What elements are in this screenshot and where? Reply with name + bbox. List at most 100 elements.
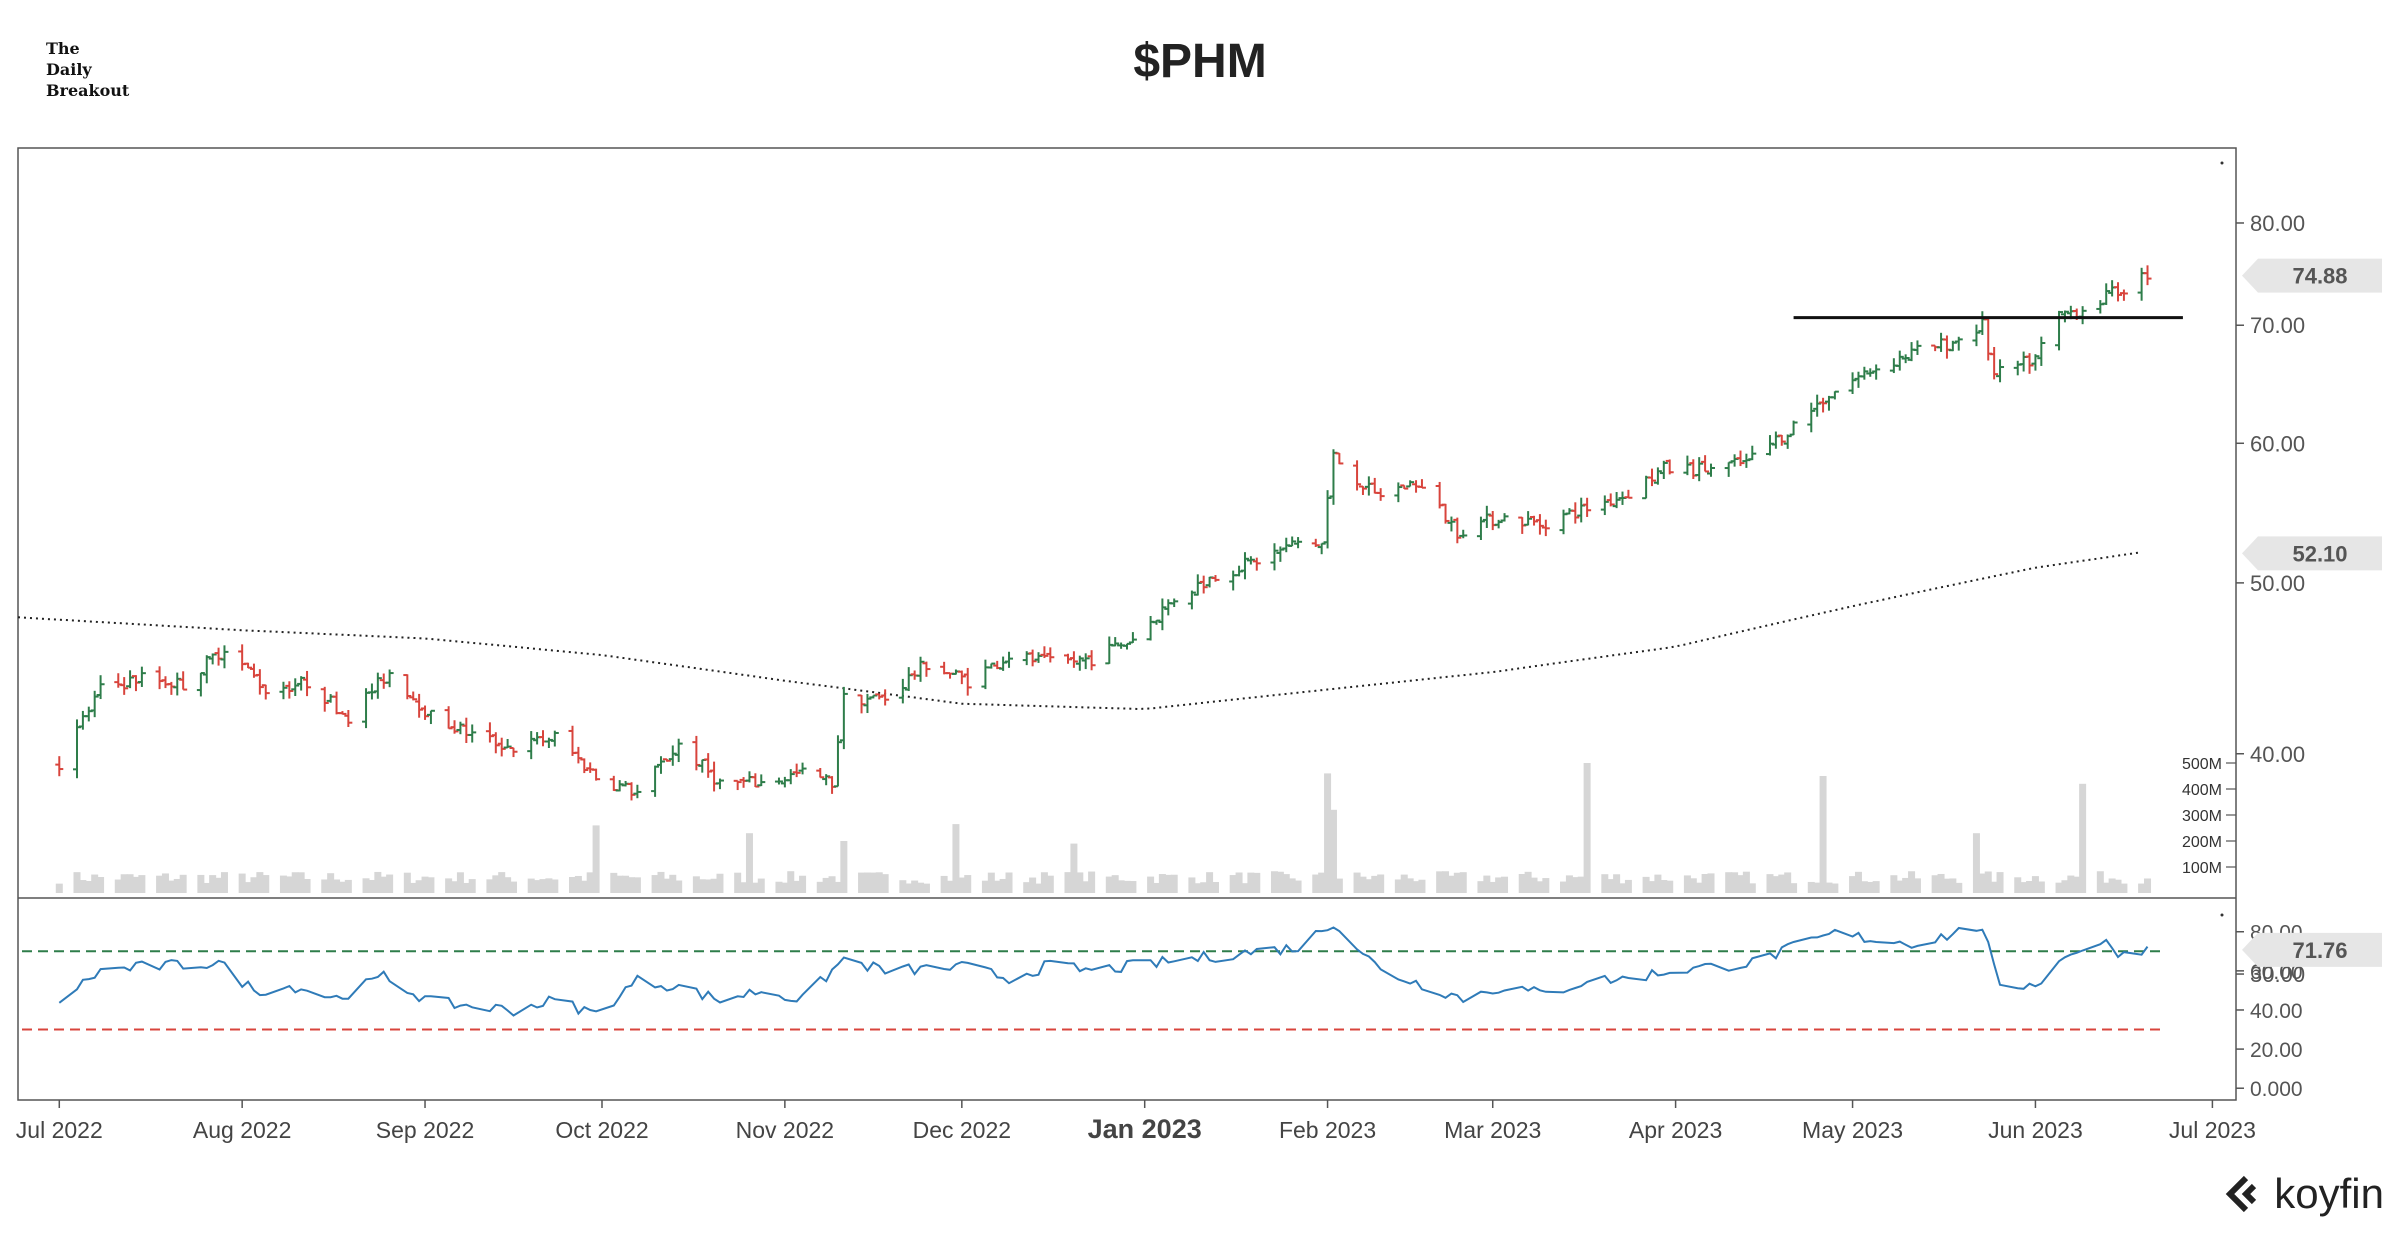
y-tick-label: 80.00 [2250, 211, 2305, 236]
volume-bar [1359, 876, 1367, 893]
price-candle [167, 681, 176, 695]
price-candle [509, 746, 518, 758]
volume-bar [1913, 878, 1921, 893]
price-candle [1695, 457, 1704, 482]
volume-bar [1943, 878, 1951, 893]
volume-bar [1489, 881, 1497, 893]
price-candle [1942, 335, 1951, 359]
volume-bar [1707, 873, 1715, 893]
price-candle [1571, 502, 1580, 524]
volume-bar [1035, 883, 1043, 893]
price-candle [1459, 529, 1468, 539]
volume-bar [1005, 872, 1013, 893]
price-candle [1813, 394, 1822, 417]
volume-bar [285, 876, 293, 893]
volume-bar [2144, 878, 2152, 893]
volume-bar [203, 882, 211, 893]
volume-bar [55, 883, 63, 893]
volume-bar [368, 879, 376, 893]
price-candle [261, 684, 270, 700]
price-candle [774, 777, 783, 785]
moving-average-badge-shape [2242, 536, 2382, 571]
moving-average-badge-text: 52.10 [2292, 541, 2347, 566]
price-candle [1866, 368, 1875, 377]
price-candle [2078, 306, 2087, 325]
volume-bar [91, 874, 99, 893]
volume-bar [775, 881, 783, 893]
volume-bar [2037, 881, 2045, 893]
price-candle [1742, 453, 1751, 468]
volume-bar [2020, 882, 2028, 893]
volume-bar [610, 872, 618, 893]
volume-bar [1188, 877, 1196, 893]
price-candle [1370, 477, 1379, 494]
volume-bar [1624, 879, 1632, 893]
price-candle [1895, 350, 1904, 371]
price-candle [84, 706, 93, 722]
price-candle [698, 758, 707, 773]
volume-bar [987, 872, 995, 893]
price-candle [1872, 364, 1881, 380]
price-candle [1240, 552, 1249, 580]
price-candle [1482, 505, 1491, 529]
volume-bar [1701, 873, 1709, 893]
volume-bar [734, 872, 742, 893]
volume-bar [1542, 878, 1550, 893]
volume-bar [333, 879, 341, 893]
price-candle [627, 782, 636, 801]
volume-bar [905, 883, 913, 893]
price-candle [1146, 615, 1155, 641]
volume-bar [751, 882, 759, 893]
volume-bar [173, 878, 181, 893]
volume-bar [197, 874, 205, 893]
volume-bar [1158, 874, 1166, 893]
price-candle [1689, 459, 1698, 480]
volume-bar [1536, 881, 1544, 893]
price-candle [2019, 351, 2028, 372]
volume-tick-label: 300M [2182, 808, 2222, 825]
volume-bar [179, 874, 187, 893]
price-candle [462, 717, 471, 743]
volume-bar [409, 882, 417, 893]
price-candle [651, 765, 660, 797]
volume-bar [1082, 881, 1090, 893]
volume-bar [692, 876, 700, 893]
price-candle [497, 737, 506, 757]
price-candle [1996, 359, 2005, 383]
price-candle [1075, 655, 1084, 671]
volume-bar [993, 880, 1001, 893]
price-candle [1294, 537, 1303, 549]
price-candle [1830, 390, 1839, 400]
price-candle [1288, 536, 1297, 547]
volume-bar [1825, 882, 1833, 893]
volume-bar [1931, 875, 1939, 893]
price-candle [303, 670, 312, 697]
price-candle [1783, 434, 1792, 449]
price-candle [1577, 497, 1586, 523]
price-candle [196, 672, 205, 697]
volume-bar [1377, 874, 1385, 893]
volume-bar [1294, 880, 1302, 893]
price-candle [1901, 354, 1910, 364]
volume-bar [1689, 878, 1697, 893]
price-candle [344, 710, 353, 728]
price-candle [485, 722, 494, 743]
price-candle [1730, 454, 1739, 467]
volume-bar [1477, 881, 1485, 893]
price-candle [674, 738, 683, 763]
volume-bar [1318, 872, 1326, 893]
price-candle [1170, 598, 1179, 608]
volume-bar [1353, 872, 1361, 893]
price-candle [544, 737, 553, 748]
volume-bar [1270, 871, 1278, 893]
price-candle [1364, 476, 1373, 496]
volume-bar [1890, 875, 1898, 893]
price-candle [1724, 461, 1733, 477]
price-candle [279, 681, 288, 700]
volume-bar [1070, 843, 1078, 893]
price-candle [1642, 475, 1651, 500]
volume-bar [138, 875, 146, 893]
volume-bar [1329, 809, 1337, 893]
volume-bar [415, 880, 423, 893]
